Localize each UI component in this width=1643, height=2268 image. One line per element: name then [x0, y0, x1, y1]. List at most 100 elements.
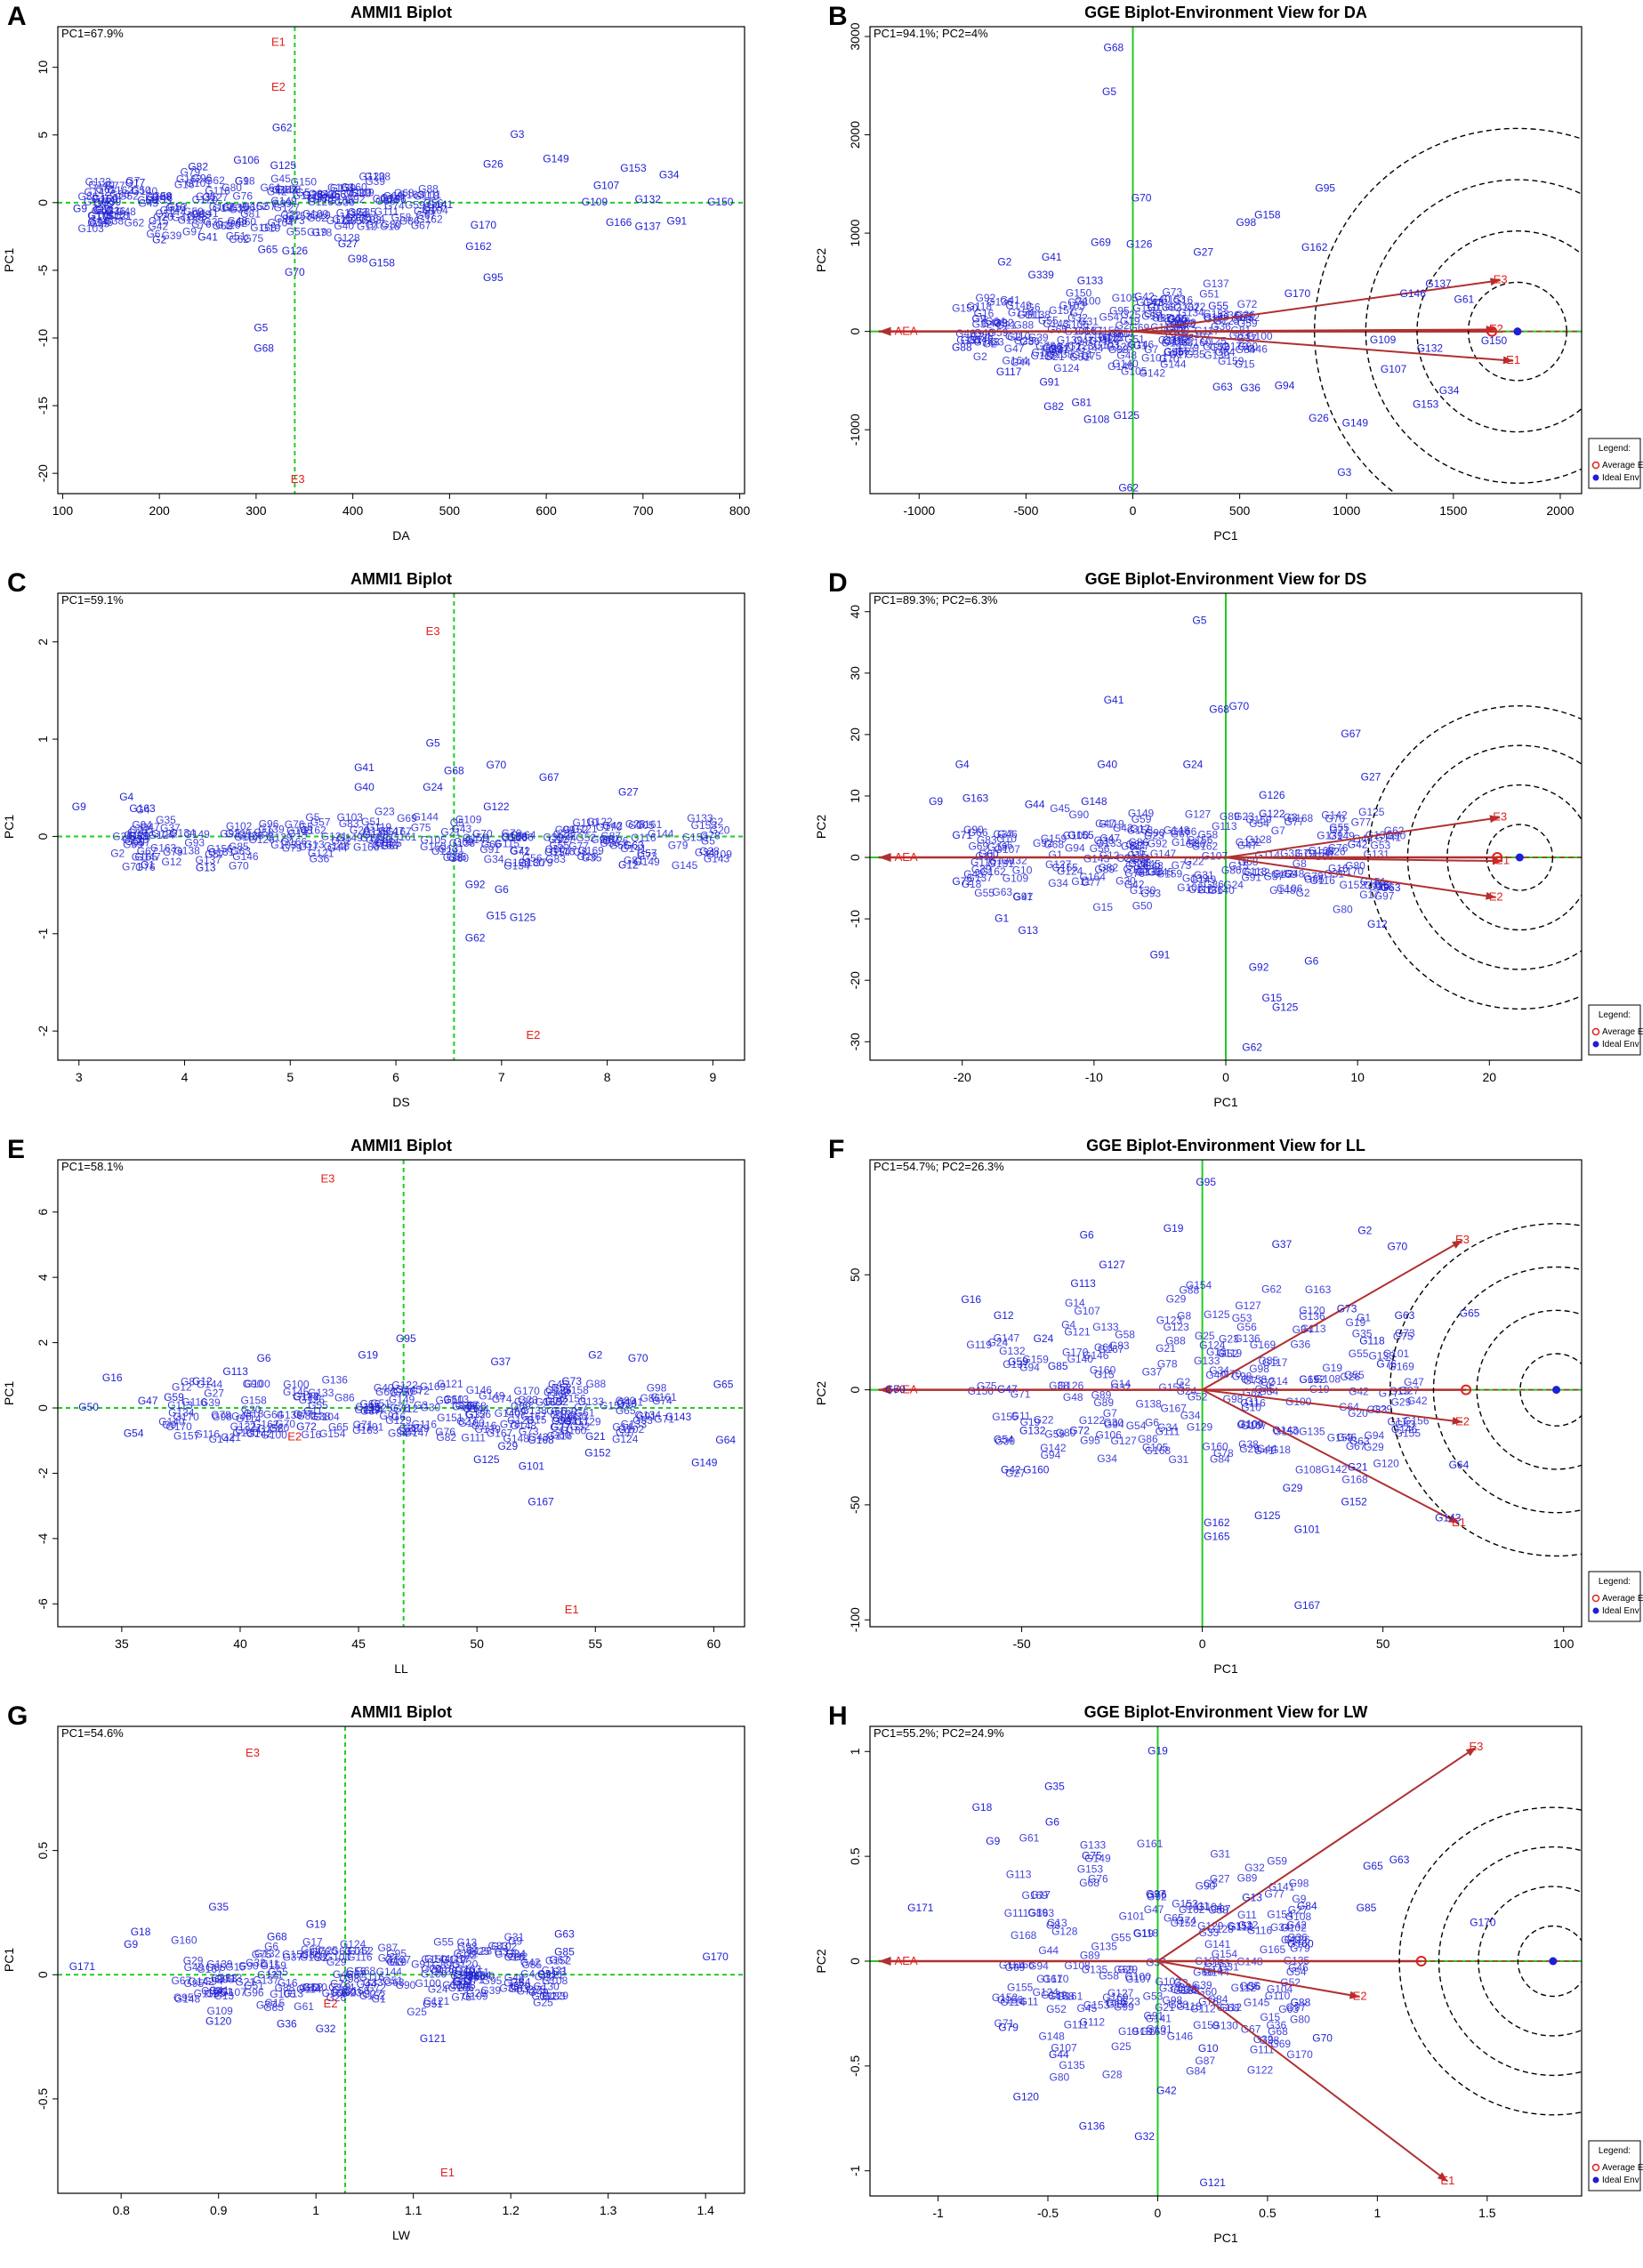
- genotype-label-bg: G69: [1114, 1964, 1134, 1976]
- genotype-label: G125: [1272, 1001, 1299, 1013]
- genotype-label-bg: G48: [1143, 859, 1164, 872]
- genotype-label-bg: G132: [1244, 866, 1270, 879]
- genotype-label-bg: G93: [184, 836, 205, 848]
- genotype-label-bg: G118: [104, 209, 130, 221]
- genotype-label-bg: G38: [1108, 343, 1129, 356]
- plot-frame: [869, 1159, 1583, 1628]
- genotype-label-bg: G19: [1133, 1927, 1154, 1940]
- genotype-label-bg: G163: [372, 839, 399, 851]
- chart-c: C AMMI1 BiplotG76G135G138G59G147G116G149G…: [2, 568, 745, 1109]
- x-tick-label: 500: [439, 503, 461, 518]
- y-tick-label: 1: [36, 736, 50, 743]
- genotype-label-bg: G85: [229, 840, 249, 853]
- genotype-label-bg: G158: [250, 221, 277, 234]
- genotype-label-bg: G69: [397, 812, 417, 824]
- genotype-label: G2: [152, 234, 166, 246]
- genotype-label: G136: [1079, 2119, 1106, 2132]
- genotype-label-bg: G116: [550, 845, 576, 857]
- genotype-label: G9: [929, 795, 943, 808]
- genotype-label-bg: G32: [1111, 1381, 1132, 1394]
- genotype-label-bg: G159: [1041, 832, 1067, 845]
- genotype-label-bg: G110: [1005, 330, 1031, 342]
- genotype-label-bg: G47: [1144, 1903, 1164, 1916]
- genotype-label-bg: G42: [1273, 867, 1293, 880]
- genotype-label-bg: G73: [1172, 859, 1192, 872]
- genotype-label-bg: G48: [504, 1971, 525, 1983]
- genotype-label-bg: G159: [92, 193, 118, 205]
- genotype-label-bg: G71: [654, 1412, 674, 1425]
- genotype-label-bg: G18: [962, 878, 982, 890]
- genotype-label-bg: G146: [147, 192, 173, 205]
- genotype-label-bg: G142: [1172, 836, 1198, 848]
- genotype-label-bg: G3: [1174, 1977, 1188, 1990]
- genotype-label-bg: G156: [560, 1393, 586, 1405]
- genotype-label-bg: G112: [532, 1991, 558, 2003]
- genotype-label-bg: G116: [1309, 874, 1335, 887]
- genotype-label-bg: G14: [1203, 1963, 1223, 1975]
- genotype-label-bg: G80: [1056, 1427, 1076, 1439]
- genotype-label-bg: G76: [502, 827, 522, 840]
- y-tick-label: -10: [848, 910, 862, 928]
- genotype-label-bg: G113: [1242, 865, 1268, 878]
- environment-vector: [1202, 1239, 1463, 1391]
- genotype-label-bg: G132: [1001, 855, 1027, 867]
- x-axis-label: DS: [392, 1095, 409, 1109]
- genotype-label-bg: G106: [230, 201, 256, 213]
- x-axis-label: PC1: [1213, 2231, 1237, 2245]
- x-tick-label: 500: [1229, 503, 1251, 518]
- genotype-label-bg: G110: [1265, 1990, 1291, 2002]
- genotype-label-bg: G56: [1090, 842, 1110, 855]
- genotype-label-bg: G164: [1003, 355, 1029, 367]
- genotype-label-bg: G127: [1110, 1435, 1137, 1447]
- genotype-label-bg: G5: [305, 811, 319, 824]
- genotype-label-bg: G75: [252, 1948, 272, 1960]
- plot-area: G68G86G160G48G52G142G60G30G62G47G135G32G…: [58, 27, 745, 494]
- genotype-label: G12: [1367, 918, 1388, 930]
- genotype-label-bg: G102: [1155, 1975, 1181, 1988]
- genotype-label-bg: G154: [465, 1969, 492, 1982]
- genotype-label-bg: G5: [450, 816, 464, 829]
- genotype-label-bg: G158: [300, 1951, 326, 1964]
- genotype-label-bg: G138: [365, 171, 391, 183]
- genotype-label-bg: G39: [543, 832, 563, 844]
- genotype-label-bg: G139: [1041, 1989, 1067, 2001]
- genotype-label-bg: G102: [618, 1423, 645, 1436]
- genotype-label-bg: G50: [444, 1394, 464, 1406]
- genotype-label-bg: G94: [1041, 1449, 1061, 1461]
- genotype-label: G167: [1294, 1599, 1321, 1612]
- y-axis-label: PC1: [2, 248, 16, 272]
- genotype-label-bg: G89: [274, 213, 294, 225]
- genotype-label: G42: [1156, 2084, 1177, 2096]
- y-tick-label: 10: [848, 789, 862, 803]
- genotype-label-bg: G122: [391, 1379, 418, 1391]
- genotype-label-bg: G83: [1366, 1403, 1387, 1416]
- genotype-label: G67: [539, 771, 560, 784]
- genotype-label-bg: G25: [1111, 2040, 1132, 2053]
- genotype-label-bg: G130: [123, 833, 149, 846]
- ideal-env-marker: [1513, 327, 1522, 336]
- genotype-label-bg: G15: [527, 1414, 547, 1427]
- genotype-label-bg: G42: [520, 1957, 541, 1969]
- x-tick-label: 400: [342, 503, 364, 518]
- genotype-label-bg: G121: [257, 1969, 284, 1982]
- genotype-label: G70: [487, 759, 507, 771]
- average-env-marker: [1492, 852, 1503, 864]
- genotype-label: G36: [1240, 382, 1260, 394]
- genotype-label-bg: G163: [1059, 299, 1086, 311]
- genotype-label-bg: G84: [1210, 1452, 1230, 1465]
- genotype-label-bg: G148: [362, 829, 389, 841]
- genotype-label-bg: G116: [631, 832, 656, 844]
- genotype-label: G118: [1359, 1334, 1385, 1347]
- genotype-label-bg: G145: [286, 824, 313, 837]
- genotype-label-bg: G127: [1107, 1987, 1134, 1999]
- genotype-label-bg: G120: [1299, 1305, 1325, 1317]
- genotype-label-bg: G137: [1132, 2025, 1158, 2038]
- genotype-label-bg: G21: [1125, 838, 1146, 850]
- genotype-label-bg: G127: [1185, 808, 1212, 820]
- genotype-label-bg: G80: [1333, 903, 1353, 915]
- genotype-label-bg: G142: [189, 1975, 215, 1988]
- genotype-label-bg: G107: [1241, 1420, 1268, 1432]
- genotype-label-bg: G54: [1258, 1385, 1278, 1397]
- genotype-label-bg: G65: [205, 1961, 226, 1974]
